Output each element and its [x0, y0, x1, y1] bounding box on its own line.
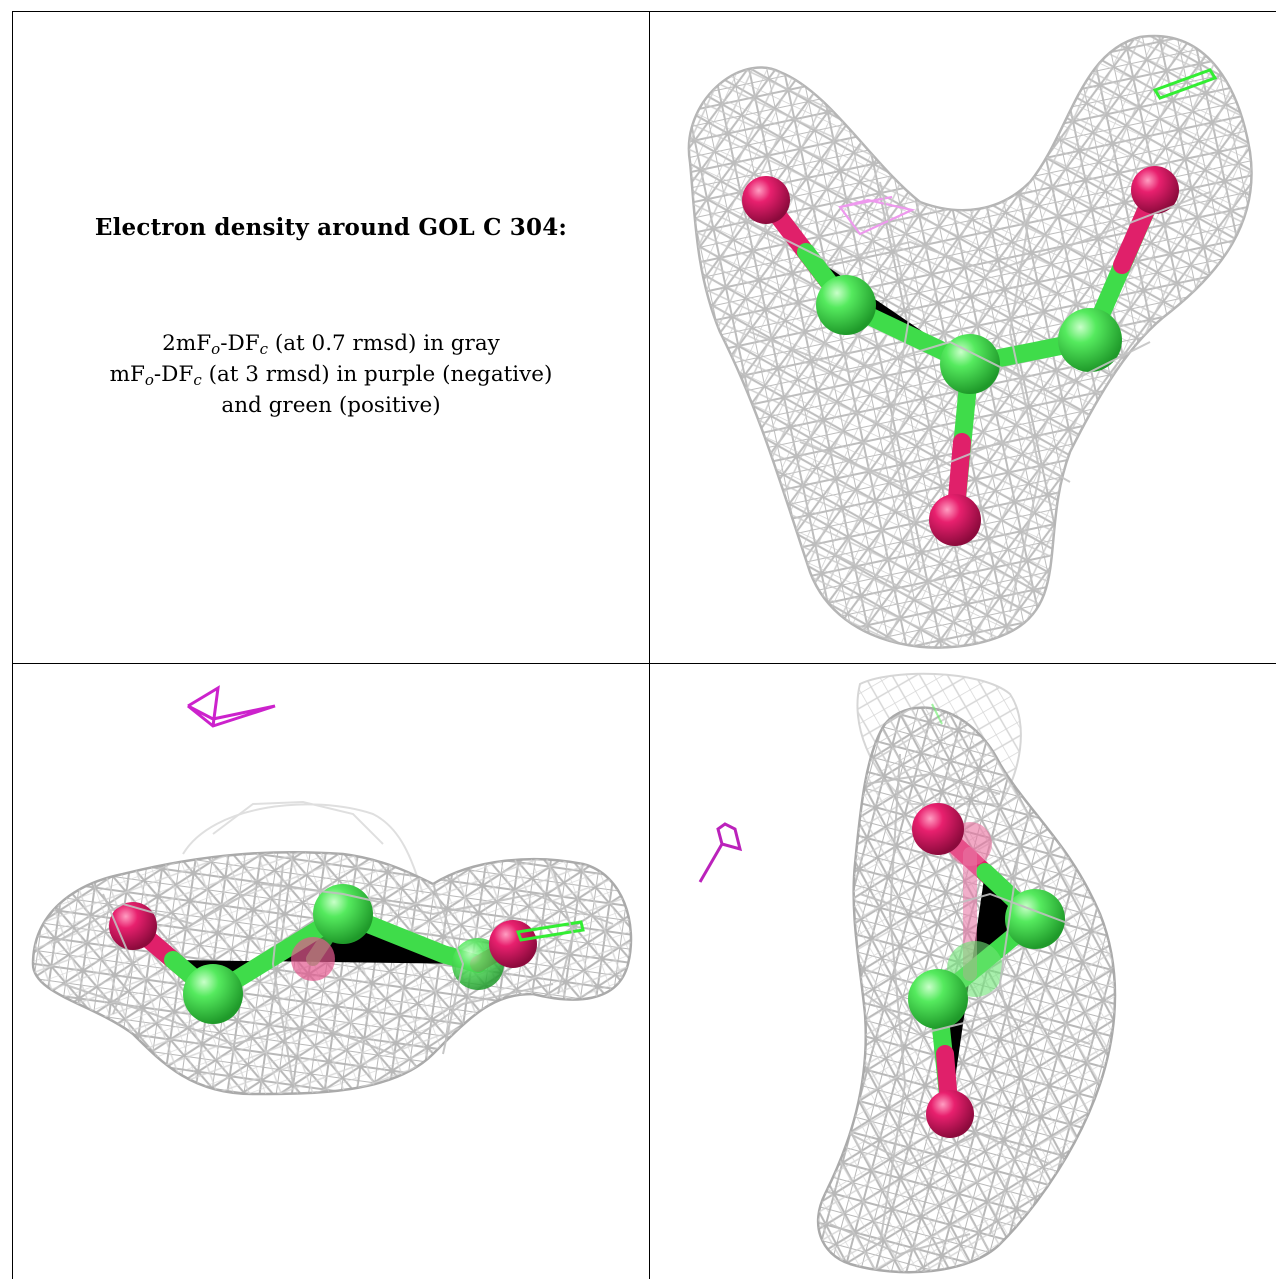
oxygen-atom — [912, 803, 964, 855]
view-bottom-right — [650, 664, 1276, 1279]
glycerol-atoms — [109, 884, 537, 1024]
glycerol-atoms — [908, 803, 1065, 1138]
carbon-atom — [940, 334, 1000, 394]
grid-line-middle-horizontal — [13, 663, 1276, 664]
legend-line-positive: and green (positive) — [221, 393, 441, 418]
density-view-2 — [31, 685, 633, 1096]
legend-line-2fofc: 2mFo-DFc (at 0.7 rmsd) in gray — [162, 331, 500, 358]
density-mesh-front — [52, 863, 614, 1085]
grid-line-middle-vertical — [649, 11, 650, 1279]
oxygen-atom — [489, 920, 537, 968]
positive-density-blob — [515, 920, 585, 942]
caption-legend: 2mFo-DFc (at 0.7 rmsd) in gray mFo-DFc (… — [13, 328, 649, 421]
positive-density-blob — [931, 703, 943, 725]
oxygen-atom — [926, 1090, 974, 1138]
legend-line-fofc: mFo-DFc (at 3 rmsd) in purple (negative) — [109, 362, 553, 389]
negative-density-blob — [187, 685, 276, 728]
positive-density-blob — [1152, 68, 1218, 100]
density-mesh-front — [829, 753, 1091, 1256]
density-view-3 — [698, 672, 1117, 1274]
carbon-atom — [1058, 308, 1122, 372]
density-mesh-front — [729, 181, 1211, 613]
caption-title: Electron density around GOL C 304: — [94, 214, 568, 241]
grid-line-top — [13, 11, 1276, 12]
carbon-atom — [183, 964, 243, 1024]
density-view-1 — [687, 34, 1253, 649]
carbon-atom — [313, 884, 373, 944]
view-bottom-left — [13, 664, 649, 1279]
carbon-atom — [816, 275, 876, 335]
oxygen-atom — [929, 494, 981, 546]
glycerol-atoms — [742, 166, 1179, 546]
oxygen-atom — [1131, 166, 1179, 214]
oxygen-atom — [291, 937, 335, 981]
grid-line-left — [12, 11, 13, 1279]
negative-density-blob — [698, 822, 743, 883]
density-mesh-2fofc — [31, 850, 633, 1096]
caption-panel: Electron density around GOL C 304: 2mFo-… — [13, 12, 649, 663]
density-mesh-back — [182, 800, 424, 895]
view-top-right — [650, 12, 1276, 663]
oxygen-atom — [742, 176, 790, 224]
carbon-atom — [908, 969, 968, 1029]
carbon-atom — [1005, 889, 1065, 949]
